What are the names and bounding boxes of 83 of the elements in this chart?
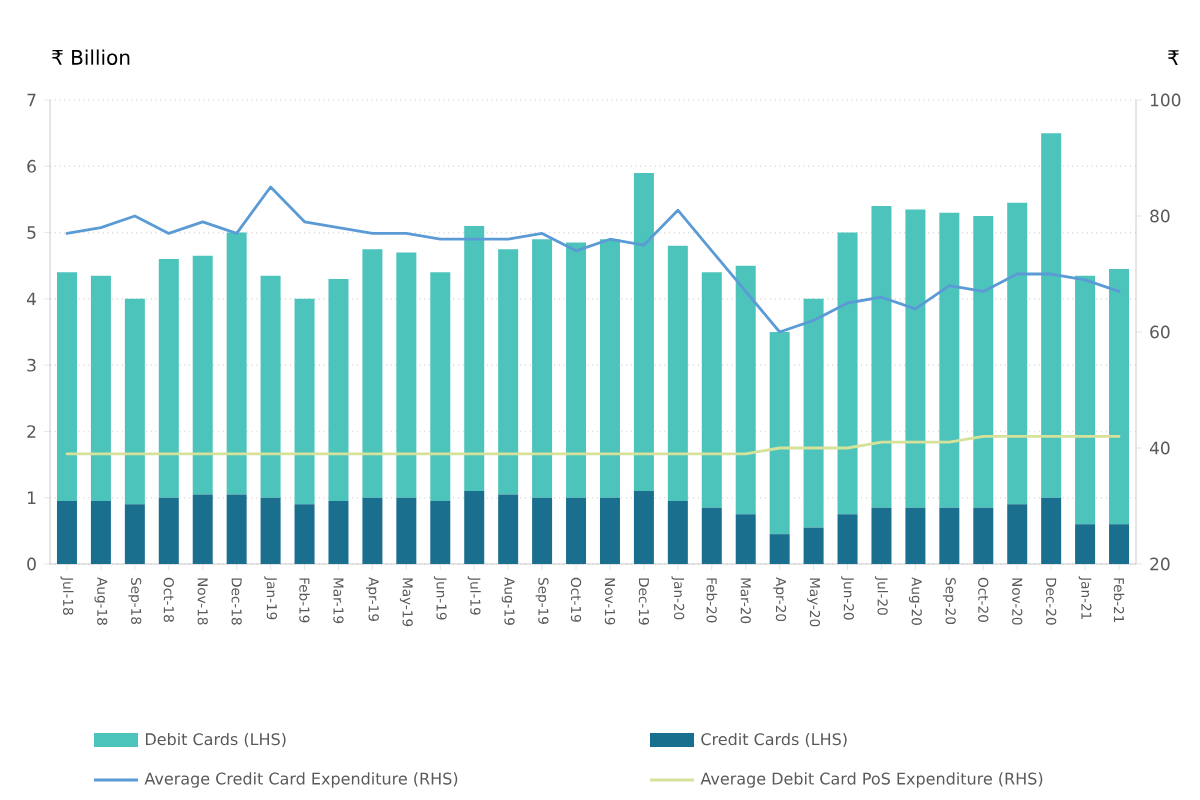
bar <box>667 245 688 502</box>
y-tick-label: 7 <box>27 93 36 107</box>
bar <box>1109 524 1130 564</box>
bar <box>803 527 824 564</box>
y2-axis-title: ₹ <box>1168 50 1179 65</box>
y2-tick-label: 40 <box>1149 441 1170 455</box>
bar <box>871 206 892 508</box>
bar <box>803 298 824 528</box>
bar <box>294 298 315 505</box>
y-tick-label: 4 <box>26 292 36 306</box>
bar <box>396 497 417 564</box>
bar <box>192 255 213 495</box>
bar <box>124 504 145 564</box>
bar <box>328 278 349 502</box>
bar <box>633 491 654 564</box>
bar <box>633 172 654 492</box>
legend-label: Average Debit Card PoS Expenditure (RHS) <box>700 772 1043 788</box>
bar <box>599 497 620 564</box>
bar <box>498 249 519 495</box>
bar <box>498 494 519 564</box>
bar <box>192 494 213 564</box>
bar <box>735 514 756 564</box>
bar <box>464 225 485 492</box>
bar <box>599 239 620 498</box>
bar <box>905 209 926 508</box>
y2-tick-label: 20 <box>1150 557 1170 571</box>
bar <box>158 259 179 498</box>
bar <box>939 507 960 564</box>
bar <box>56 272 77 502</box>
y-tick-label: 1 <box>28 491 36 504</box>
y-tick-label: 0 <box>27 557 36 571</box>
legend-label: Debit Cards (LHS) <box>145 732 286 748</box>
bar <box>871 507 892 564</box>
bar <box>260 497 281 564</box>
y-axis-title: ₹ Billion <box>52 49 130 65</box>
bar <box>464 491 485 564</box>
bar <box>837 514 858 564</box>
bar <box>430 272 451 502</box>
bar <box>532 497 553 564</box>
bar <box>735 265 756 515</box>
bar <box>90 275 111 502</box>
bar <box>430 501 451 564</box>
legend-label: Credit Cards (LHS) <box>701 732 847 748</box>
bar <box>1007 504 1028 564</box>
bar <box>701 507 722 564</box>
y-tick-label: 3 <box>27 358 36 372</box>
bar <box>294 504 315 564</box>
y-tick-label: 6 <box>27 159 36 173</box>
bar <box>532 239 553 498</box>
bar <box>1041 133 1062 498</box>
bar <box>1075 275 1096 525</box>
bar <box>973 507 994 564</box>
bar <box>362 497 383 564</box>
bar <box>939 212 960 508</box>
bar <box>124 298 145 505</box>
bar <box>226 232 247 495</box>
bar <box>667 501 688 564</box>
y-tick-label: 5 <box>27 226 36 239</box>
legend-label: Average Credit Card Expenditure (RHS) <box>144 772 458 788</box>
bar <box>328 501 349 564</box>
bar <box>769 332 790 535</box>
y2-tick-label: 100 <box>1150 93 1181 107</box>
bar <box>973 216 994 508</box>
bar <box>362 249 383 498</box>
bar <box>226 494 247 564</box>
y2-tick-label: 60 <box>1150 325 1170 339</box>
y2-tick-label: 80 <box>1150 209 1170 223</box>
bar <box>158 497 179 564</box>
bar <box>701 272 722 508</box>
bar <box>837 232 858 515</box>
bar <box>1075 524 1096 564</box>
bar <box>566 497 587 564</box>
bar <box>396 252 417 498</box>
bar <box>1109 269 1130 525</box>
bar <box>56 501 77 564</box>
bar <box>260 275 281 498</box>
bar <box>905 507 926 564</box>
bar <box>1041 497 1062 564</box>
bar <box>90 501 111 564</box>
bar <box>566 242 587 498</box>
y-tick-label: 2 <box>27 425 36 438</box>
bar <box>769 534 790 564</box>
bar <box>1007 202 1028 505</box>
